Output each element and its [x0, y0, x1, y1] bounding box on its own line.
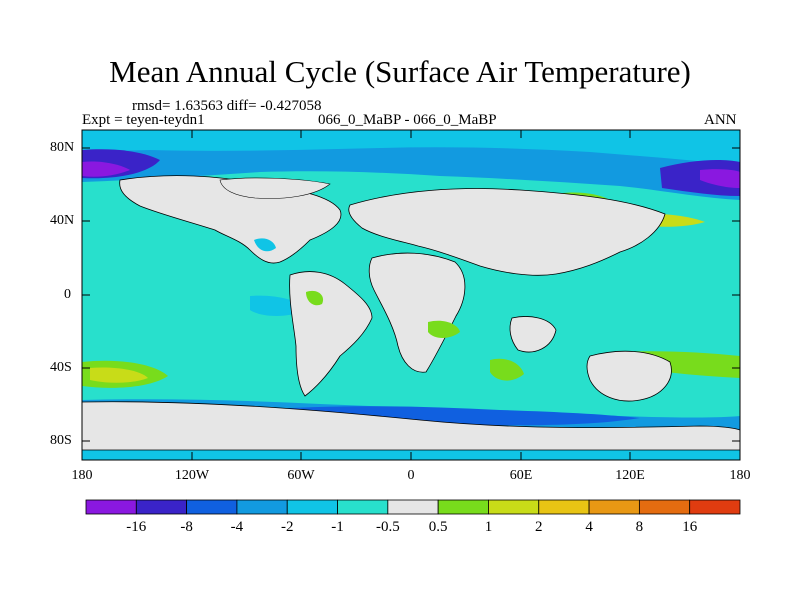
- indian-subcontinent-east: [509, 316, 557, 353]
- colorbar-label: 0.5: [428, 519, 448, 535]
- colorbar-swatch: [337, 499, 389, 515]
- lat-label-80s: 80S: [50, 433, 72, 448]
- lon-label-180w: 180: [71, 468, 93, 483]
- colorbar-swatch: [588, 499, 640, 515]
- colorbar-swatch: [286, 499, 338, 515]
- lon-label-180e: 180: [729, 468, 751, 483]
- land-masses: [81, 175, 741, 451]
- lon-label-0: 0: [407, 468, 415, 483]
- greenland-arctic-islands: [219, 177, 331, 199]
- case-label: 066_0_MaBP - 066_0_MaBP: [318, 112, 497, 128]
- colorbar-label: -4: [230, 519, 244, 535]
- colorbar-swatch: [437, 499, 489, 515]
- colorbar-label: 1: [484, 519, 493, 535]
- cool-patch-n-america: [254, 238, 276, 252]
- colorbar-label: 8: [635, 519, 644, 535]
- warm-patch-africa: [428, 320, 460, 338]
- warm-core-s-pacific: [90, 367, 148, 383]
- colorbar-swatch: [488, 499, 540, 515]
- colorbar-swatch: [387, 499, 439, 515]
- lon-tick-marks: [81, 130, 741, 460]
- season-label: ANN: [704, 112, 737, 128]
- arctic-coldest-west: [82, 161, 130, 177]
- lat-tick-marks: [82, 147, 740, 442]
- colorbar-swatch: [538, 499, 590, 515]
- colorbar-swatch: [638, 499, 691, 515]
- lat-label-40s: 40S: [50, 360, 72, 375]
- colorbar-label: -1: [331, 519, 344, 535]
- lat-label-40n: 40N: [50, 213, 75, 228]
- colorbar: [85, 499, 741, 515]
- colorbar-label: -0.5: [375, 519, 400, 535]
- chart-title: Mean Annual Cycle (Surface Air Temperatu…: [109, 54, 691, 89]
- antarctica: [81, 401, 741, 451]
- colorbar-label: 2: [535, 519, 543, 535]
- arctic-coldest-east: [700, 169, 740, 188]
- colorbar-swatch: [689, 499, 741, 515]
- colorbar-swatch: [135, 499, 188, 515]
- warm-patch-s-america: [306, 290, 324, 306]
- lon-label-120e: 120E: [615, 468, 645, 483]
- lat-label-80n: 80N: [50, 140, 75, 155]
- colorbar-label: -16: [126, 519, 147, 535]
- colorbar-label: 16: [682, 519, 698, 535]
- eurasia: [348, 188, 666, 276]
- colorbar-swatch: [85, 499, 137, 515]
- australia: [586, 350, 672, 402]
- experiment-label: Expt = teyen-teydn1: [82, 112, 205, 128]
- warm-patch-indian: [490, 358, 524, 381]
- lon-label-60e: 60E: [509, 468, 533, 483]
- colorbar-swatch: [186, 499, 238, 515]
- colorbar-label: -8: [180, 519, 193, 535]
- lon-label-60w: 60W: [287, 468, 315, 483]
- africa: [368, 252, 466, 373]
- colorbar-swatch: [236, 499, 288, 515]
- lon-label-120w: 120W: [174, 468, 210, 483]
- colorbar-label: -2: [280, 519, 294, 535]
- arctic-cool-band-light: [82, 130, 740, 165]
- rmsd-diff-label: rmsd= 1.63563 diff= -0.427058: [132, 98, 322, 114]
- colorbar-label: 4: [585, 519, 593, 535]
- south-america: [289, 271, 373, 397]
- lat-label-0: 0: [64, 287, 71, 302]
